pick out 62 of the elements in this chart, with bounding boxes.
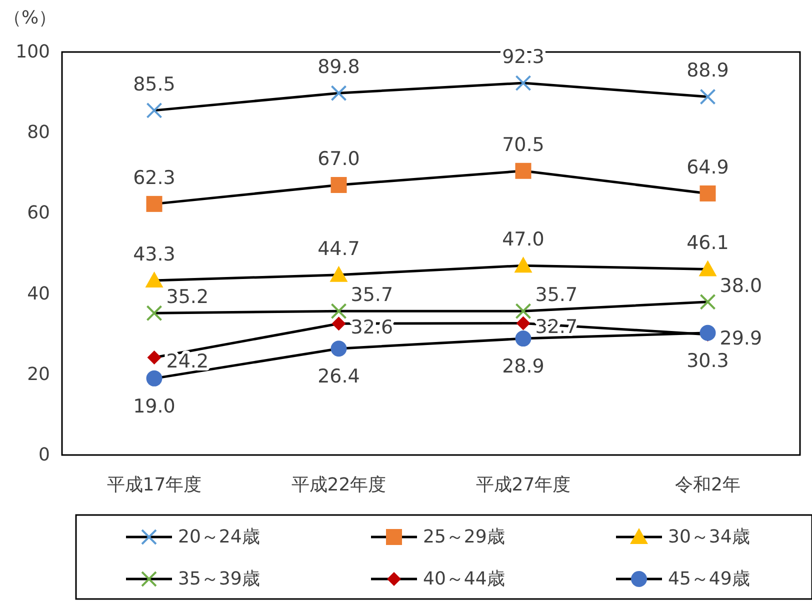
data-label: 19.0 xyxy=(133,395,176,418)
point xyxy=(700,185,716,202)
point xyxy=(147,350,162,364)
point xyxy=(330,303,347,320)
data-label: 38.0 xyxy=(720,274,762,297)
data-label: 92.3 xyxy=(502,46,544,68)
data-label: 88.9 xyxy=(686,60,729,82)
legend-label: 40～44歳 xyxy=(423,568,505,590)
y-tick-label: 20 xyxy=(27,364,50,385)
data-label: 44.7 xyxy=(318,238,360,260)
data-label: 29.9 xyxy=(720,328,762,350)
point xyxy=(700,324,716,341)
data-label: 28.9 xyxy=(502,356,544,378)
point xyxy=(146,305,162,322)
data-label: 26.4 xyxy=(318,366,360,388)
data-label: 30.3 xyxy=(686,350,729,372)
point xyxy=(516,316,530,330)
data-label: 70.5 xyxy=(502,134,544,156)
point xyxy=(515,162,532,179)
point xyxy=(146,196,162,212)
data-label: 43.3 xyxy=(133,244,176,266)
data-label: 35.7 xyxy=(535,284,578,306)
point xyxy=(700,294,716,310)
legend-label: 30～34歳 xyxy=(668,526,750,548)
y-tick-label: 40 xyxy=(27,283,50,304)
point xyxy=(514,256,532,273)
data-label: 85.5 xyxy=(133,73,176,96)
data-label: 35.2 xyxy=(166,286,209,308)
point xyxy=(145,272,164,288)
data-label: 47.0 xyxy=(502,228,544,251)
point xyxy=(330,176,347,193)
x-tick-label: 平成17年度 xyxy=(106,474,202,496)
y-tick-label: 0 xyxy=(38,444,50,466)
point xyxy=(146,102,162,118)
point xyxy=(330,340,347,357)
x-tick-label: 令和2年 xyxy=(675,474,740,496)
legend-label: 25～29歳 xyxy=(423,526,505,548)
point xyxy=(515,330,532,347)
ylabel: （%） xyxy=(3,8,57,28)
data-label: 67.0 xyxy=(318,148,360,170)
y-tick-label: 80 xyxy=(27,122,50,144)
x-tick-label: 平成27年度 xyxy=(476,474,571,496)
point xyxy=(515,75,532,92)
point xyxy=(698,260,717,276)
point xyxy=(332,316,346,331)
data-label: 24.2 xyxy=(166,350,209,372)
point xyxy=(146,370,162,386)
data-label: 62.3 xyxy=(133,166,176,189)
point xyxy=(515,303,532,320)
legend-label: 45～49歳 xyxy=(668,568,750,590)
data-label: 35.7 xyxy=(350,284,394,306)
point xyxy=(330,266,348,282)
point xyxy=(700,88,716,105)
point xyxy=(330,85,347,102)
data-label: 89.8 xyxy=(318,56,360,78)
data-label: 64.9 xyxy=(686,156,729,178)
data-label: 46.1 xyxy=(686,232,729,254)
legend-label: 35～39歳 xyxy=(178,568,260,590)
legend-label: 20～24歳 xyxy=(178,526,260,548)
x-tick-label: 平成22年度 xyxy=(291,474,386,496)
y-tick-label: 100 xyxy=(16,42,50,62)
y-tick-label: 60 xyxy=(27,202,50,224)
